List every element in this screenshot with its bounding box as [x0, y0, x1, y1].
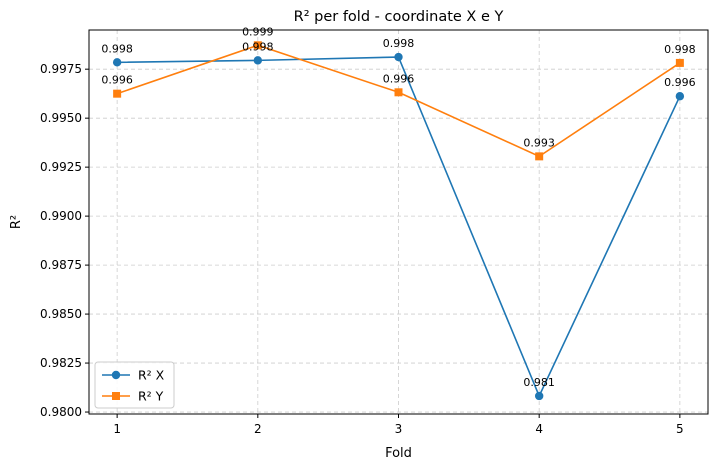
- y-axis: 0.9800 0.9825 0.9850 0.9875 0.9900 0.9925 0.99…: [40, 62, 89, 419]
- x-tick-label: 4: [535, 422, 543, 436]
- x-tick-label: 3: [395, 422, 403, 436]
- y-tick-label: 0.9800: [40, 405, 82, 419]
- y-tick-label: 0.9875: [40, 258, 82, 272]
- data-point-circle: [394, 52, 403, 62]
- chart-title: R² per fold - coordinate X e Y: [294, 9, 504, 25]
- data-label: 0.998: [101, 42, 133, 55]
- data-label: 0.998: [664, 43, 696, 56]
- data-point-square: [535, 152, 544, 161]
- data-point-circle: [112, 58, 122, 67]
- y-tick-label: 0.9975: [40, 62, 82, 76]
- data-label: 0.998: [383, 37, 415, 50]
- legend: R² X R² Y: [94, 361, 175, 409]
- y-tick-label: 0.9925: [40, 160, 82, 174]
- data-label: 0.996: [101, 74, 133, 87]
- data-point-circle: [253, 56, 263, 65]
- legend-marker-square: [112, 392, 120, 400]
- x-tick-label: 5: [676, 422, 684, 436]
- data-label: 0.999: [242, 25, 274, 38]
- legend-marker-circle: [111, 370, 121, 380]
- legend-label: R² Y: [138, 389, 164, 404]
- series: [112, 41, 685, 401]
- y-tick-label: 0.9850: [40, 307, 82, 321]
- y-axis-label: R²: [9, 215, 24, 229]
- x-axis: 1 2 3 4 5: [113, 414, 684, 436]
- data-point-square: [394, 88, 403, 97]
- y-tick-label: 0.9900: [40, 209, 82, 223]
- data-point-square: [253, 41, 262, 50]
- x-tick-label: 2: [254, 422, 262, 436]
- legend-label: R² X: [138, 368, 165, 383]
- y-tick-label: 0.9950: [40, 111, 82, 125]
- data-label: 0.993: [523, 136, 555, 149]
- data-label: 0.996: [383, 72, 415, 85]
- data-label: 0.996: [664, 76, 696, 89]
- data-point-circle: [534, 391, 544, 401]
- x-tick-label: 1: [113, 422, 121, 436]
- data-labels: 0.998 0.998 0.998 0.981 0.996 0.996 0.999 0.996…: [101, 25, 695, 389]
- grid: [89, 30, 708, 414]
- y-tick-label: 0.9825: [40, 356, 82, 370]
- data-point-square: [113, 89, 122, 98]
- data-label: 0.998: [242, 40, 274, 53]
- x-axis-label: Fold: [385, 446, 412, 461]
- data-label: 0.981: [523, 376, 555, 389]
- data-point-square: [675, 58, 684, 67]
- data-point-circle: [675, 92, 685, 101]
